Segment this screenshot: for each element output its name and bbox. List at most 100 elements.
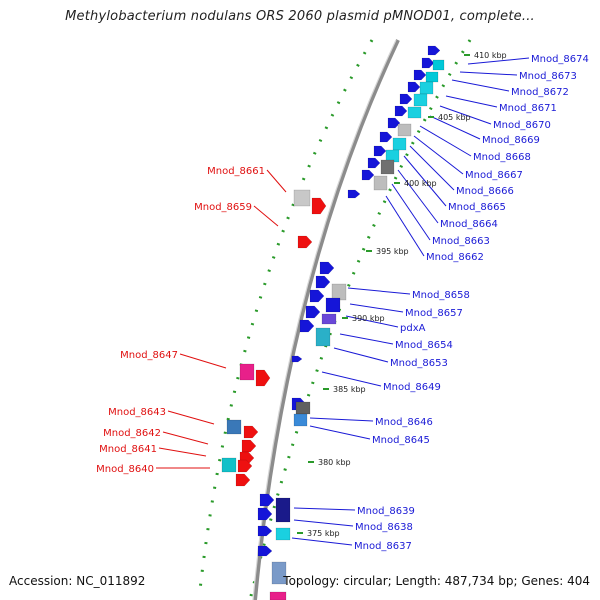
gene-arrow: [257, 507, 273, 521]
leader-line: [309, 417, 374, 422]
gene-label-mnod-8671[interactable]: Mnod_8671: [499, 103, 557, 114]
gene-arrow: [311, 197, 327, 215]
gene-label-mnod-8674[interactable]: Mnod_8674: [531, 54, 589, 65]
tick-label: 395 kbp: [376, 247, 409, 256]
gene-arrow: [257, 525, 273, 537]
gene-box: [397, 123, 412, 137]
gene-label-mnod-8638[interactable]: Mnod_8638: [355, 522, 413, 533]
gene-label-mnod-8662[interactable]: Mnod_8662: [426, 252, 484, 263]
gene-arrow: [241, 439, 257, 453]
tick-label: 390 kbp: [352, 314, 385, 323]
gene-arrow: [421, 57, 435, 69]
gene-features: [221, 45, 445, 600]
leader-line: [167, 410, 215, 425]
gene-label-mnod-8646[interactable]: Mnod_8646: [375, 417, 433, 428]
gene-label-mnod-8661[interactable]: Mnod_8661: [207, 166, 265, 177]
gene-arrow: [379, 131, 393, 143]
gene-label-mnod-8657[interactable]: Mnod_8657: [405, 308, 463, 319]
gene-arrow: [367, 157, 381, 169]
tick-label: 405 kbp: [438, 113, 471, 122]
gene-label-mnod-8649[interactable]: Mnod_8649: [383, 382, 441, 393]
gene-box: [271, 561, 287, 585]
gene-box: [295, 401, 311, 415]
leader-line: [413, 135, 464, 175]
gene-label-mnod-8672[interactable]: Mnod_8672: [511, 87, 569, 98]
leader-line: [339, 333, 394, 345]
gene-label-mnod-8665[interactable]: Mnod_8665: [448, 202, 506, 213]
gene-label-mnod-8637[interactable]: Mnod_8637: [354, 541, 412, 552]
gene-label-mnod-8645[interactable]: Mnod_8645: [372, 435, 430, 446]
inner-dotted-track: [198, 39, 374, 591]
accession-label: Accession: NC_011892: [9, 574, 146, 588]
gene-label-mnod-8653[interactable]: Mnod_8653: [390, 358, 448, 369]
tick-marks: 410 kbp 405 kbp 400 kbp 395 kbp 390 kbp 385 k…: [297, 51, 507, 538]
gene-arrow: [407, 81, 421, 93]
gene-label-mnod-8639[interactable]: Mnod_8639: [357, 506, 415, 517]
gene-arrow: [315, 275, 331, 289]
gene-label-pdxa[interactable]: pdxA: [400, 323, 426, 334]
leader-line: [385, 195, 425, 257]
gene-box: [239, 363, 255, 381]
gene-label-mnod-8642[interactable]: Mnod_8642: [103, 428, 161, 439]
gene-arrow: [309, 289, 325, 303]
gene-arrow: [297, 235, 313, 249]
gene-label-mnod-8668[interactable]: Mnod_8668: [473, 152, 531, 163]
leader-line: [158, 447, 207, 457]
gene-label-mnod-8640[interactable]: Mnod_8640: [96, 464, 154, 475]
gene-label-mnod-8670[interactable]: Mnod_8670: [493, 120, 551, 131]
gene-label-mnod-8659[interactable]: Mnod_8659: [194, 202, 252, 213]
gene-label-mnod-8647[interactable]: Mnod_8647: [120, 350, 178, 361]
gene-box: [269, 591, 287, 600]
gene-arrow: [305, 305, 321, 319]
gene-label-mnod-8666[interactable]: Mnod_8666: [456, 186, 514, 197]
gene-label-mnod-8667[interactable]: Mnod_8667: [465, 170, 523, 181]
gene-box: [325, 297, 341, 313]
gene-label-mnod-8673[interactable]: Mnod_8673: [519, 71, 577, 82]
leader-line: [419, 125, 472, 157]
leader-line: [439, 105, 492, 125]
gene-labels[interactable]: Mnod_8674 Mnod_8673 Mnod_8672 Mnod_8671 Mnod…: [96, 54, 589, 552]
gene-arrow: [299, 319, 315, 333]
gene-box: [275, 527, 291, 541]
gene-label-mnod-8664[interactable]: Mnod_8664: [440, 219, 498, 230]
gene-box: [413, 93, 428, 107]
leader-line: [162, 431, 209, 445]
leader-line: [321, 371, 382, 387]
gene-label-mnod-8641[interactable]: Mnod_8641: [99, 444, 157, 455]
leader-line: [347, 287, 411, 295]
gene-label-mnod-8654[interactable]: Mnod_8654: [395, 340, 453, 351]
leader-line: [397, 169, 439, 224]
tick-label: 375 kbp: [307, 529, 340, 538]
leader-line: [266, 169, 287, 193]
gene-box: [373, 175, 388, 191]
gene-label-mnod-8643[interactable]: Mnod_8643: [108, 407, 166, 418]
gene-arrow: [399, 93, 413, 105]
gene-label-mnod-8658[interactable]: Mnod_8658: [412, 290, 470, 301]
gene-box: [432, 59, 445, 71]
leader-line: [293, 519, 354, 527]
gene-box: [293, 189, 311, 207]
gene-box: [226, 419, 242, 435]
gene-arrow: [361, 169, 375, 181]
gene-box: [275, 497, 291, 523]
gene-arrow: [394, 105, 408, 117]
leader-line: [253, 205, 279, 227]
leader-line: [349, 303, 404, 313]
leader-line: [309, 425, 371, 440]
leader-line: [345, 315, 399, 328]
gene-box: [321, 313, 337, 325]
leader-line: [467, 57, 530, 65]
gene-arrow: [291, 355, 303, 363]
leader-line: [445, 95, 498, 108]
gene-arrow: [373, 145, 387, 157]
gene-box: [331, 283, 347, 301]
leader-line: [293, 507, 356, 511]
leader-line: [429, 115, 481, 140]
gene-label-mnod-8663[interactable]: Mnod_8663: [432, 236, 490, 247]
gene-label-mnod-8669[interactable]: Mnod_8669: [482, 135, 540, 146]
leader-line: [403, 155, 447, 207]
gene-box: [293, 413, 308, 427]
gene-box: [221, 457, 237, 473]
leader-lines: [156, 57, 530, 546]
